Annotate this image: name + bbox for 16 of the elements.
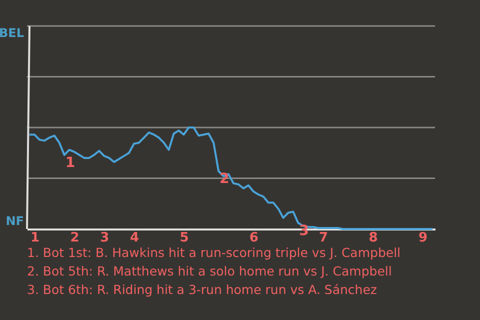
- text: 3. Bot 6th: R. Riding hit a 3-run home run vs A. Sánchez: [27, 282, 378, 297]
- x-tick-label: 1: [30, 230, 40, 246]
- x-tick-label: 9: [418, 230, 428, 246]
- text: NF: [6, 214, 24, 228]
- text: 2. Bot 5th: R. Matthews hit a solo home run vs J. Campbell: [27, 264, 392, 278]
- x-tick-label: 8: [368, 230, 378, 246]
- x-tick-label: 6: [249, 230, 258, 246]
- x-tick-label: 5: [180, 230, 189, 246]
- x-tick-label: 7: [319, 230, 328, 246]
- x-tick-label: 4: [130, 230, 139, 246]
- annotation: 2: [220, 171, 230, 188]
- text: 1. Bot 1st: B. Hawkins hit a run-scoring triple vs J. Campbell: [27, 245, 401, 260]
- text: BEL: [0, 26, 24, 40]
- x-tick-label: 3: [100, 230, 110, 246]
- x-tick-label: 2: [70, 230, 80, 246]
- annotation: 1: [65, 154, 76, 171]
